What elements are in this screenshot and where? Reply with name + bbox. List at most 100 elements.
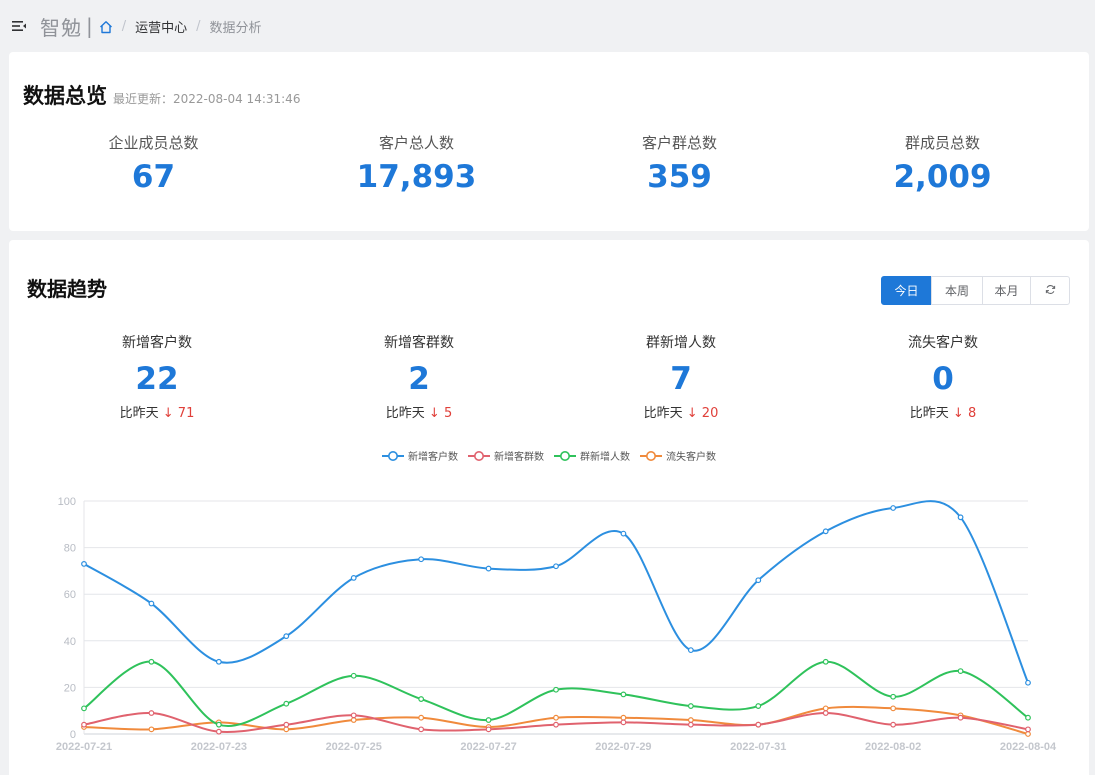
stat-customer-total: 客户总人数 17,893: [285, 132, 548, 195]
data-point: [418, 556, 425, 563]
breadcrumb-data-analysis: 数据分析: [209, 20, 262, 36]
data-point: [418, 714, 425, 721]
data-point: [1025, 714, 1031, 721]
period-selector: 今日 本周 本月: [881, 276, 1070, 305]
trend-stat-value: 2: [408, 361, 430, 397]
period-month-button[interactable]: 本月: [982, 276, 1031, 305]
breadcrumb-separator: /: [196, 18, 201, 34]
data-point: [957, 714, 964, 721]
home-icon[interactable]: [99, 19, 113, 34]
data-point: [350, 717, 357, 723]
data-point: [485, 717, 492, 723]
data-point: [755, 721, 762, 728]
data-point: [553, 721, 559, 728]
data-point: [890, 705, 897, 712]
data-point: [620, 714, 627, 721]
data-point: [890, 693, 897, 700]
brand-separator: |: [86, 14, 93, 38]
x-tick-label: 2022-08-02: [865, 741, 921, 753]
overview-card: 数据总览 最近更新：2022-08-04 14:31:46 企业成员总数 67 …: [9, 52, 1089, 231]
trend-stats: 新增客户数 22 比昨天 ↓ 71 新增客群数 2 比昨天 ↓ 5 群新增人数 …: [9, 332, 1089, 421]
trend-stat-group-new-members: 群新增人数 7 比昨天 ↓ 20: [550, 332, 812, 421]
data-point: [485, 726, 492, 733]
compare-label: 比昨天: [119, 406, 159, 421]
data-point: [485, 565, 492, 572]
stat-value: 17,893: [356, 159, 477, 195]
last-update-label: 最近更新：2022-08-04 14:31:46: [113, 92, 301, 106]
data-point: [1025, 731, 1031, 737]
data-point: [350, 574, 357, 581]
data-point: [620, 691, 627, 698]
series-line: [83, 500, 1029, 684]
data-point: [283, 633, 290, 640]
legend-marker-icon: [382, 450, 404, 461]
refresh-icon: [1045, 284, 1056, 298]
stat-label: 客户群总数: [641, 134, 717, 152]
compare-label: 比昨天: [643, 406, 683, 421]
y-tick-label: 0: [70, 729, 76, 741]
legend-item[interactable]: 群新增人数: [554, 448, 630, 463]
compare-delta: ↓ 5: [428, 406, 453, 421]
trend-stat-compare: 比昨天 ↓ 71: [26, 402, 288, 421]
data-point: [350, 712, 357, 719]
data-point: [822, 705, 829, 712]
x-tick-label: 2022-08-04: [1000, 741, 1057, 753]
menu-fold-icon[interactable]: [11, 18, 27, 34]
data-point: [215, 658, 222, 665]
overview-header: 数据总览 最近更新：2022-08-04 14:31:46: [23, 80, 300, 110]
trend-stat-label: 流失客户数: [908, 335, 978, 351]
period-today-button[interactable]: 今日: [881, 276, 932, 305]
data-point: [1025, 679, 1031, 686]
stat-member-total: 企业成员总数 67: [22, 132, 285, 195]
data-point: [283, 726, 290, 733]
data-point: [81, 721, 87, 728]
data-point: [418, 696, 425, 702]
stat-label: 群成员总数: [904, 134, 980, 152]
stat-group-total: 客户群总数 359: [548, 132, 811, 195]
trend-stat-compare: 比昨天 ↓ 8: [812, 402, 1074, 421]
trend-stat-value: 7: [670, 361, 692, 397]
breadcrumb-operations[interactable]: 运营中心: [135, 20, 188, 36]
data-point: [553, 563, 559, 570]
data-point: [350, 672, 357, 679]
legend-item[interactable]: 流失客户数: [640, 448, 716, 463]
data-point: [620, 719, 627, 726]
legend-label: 新增客群数: [494, 452, 544, 463]
data-point: [148, 658, 155, 665]
trend-card: 数据趋势 今日 本周 本月 新增客户数 22 比昨天 ↓ 71 新增客群数 2: [9, 240, 1089, 775]
legend-label: 流失客户数: [666, 452, 716, 463]
trend-line-chart: 0 20 40 60 80 100 2022-07-21 2022-07-23 2022-07-…: [56, 496, 1057, 753]
data-point: [822, 710, 829, 716]
data-point: [553, 686, 559, 693]
legend-label: 新增客户数: [408, 452, 458, 463]
data-point: [215, 721, 222, 728]
data-point: [148, 726, 155, 733]
data-point: [620, 530, 627, 537]
x-tick-label: 2022-07-31: [730, 741, 786, 753]
data-point: [755, 577, 762, 584]
legend-item[interactable]: 新增客群数: [468, 448, 544, 463]
stat-label: 客户总人数: [378, 134, 454, 152]
x-tick-label: 2022-07-29: [595, 741, 651, 753]
x-tick-label: 2022-07-25: [326, 741, 382, 753]
data-point: [215, 728, 222, 735]
data-point: [822, 528, 829, 535]
data-point: [957, 514, 964, 521]
compare-delta: ↓ 20: [686, 406, 719, 421]
refresh-button[interactable]: [1030, 276, 1070, 305]
trend-stat-lost-customers: 流失客户数 0 比昨天 ↓ 8: [812, 332, 1074, 421]
data-point: [283, 700, 290, 707]
trend-stat-label: 新增客群数: [384, 335, 454, 351]
data-point: [148, 710, 155, 716]
y-tick-label: 20: [64, 682, 76, 694]
trend-stat-value: 0: [932, 361, 954, 397]
x-tick-label: 2022-07-23: [191, 741, 247, 753]
compare-delta: ↓ 71: [162, 406, 195, 421]
compare-delta: ↓ 8: [952, 406, 977, 421]
y-tick-label: 80: [64, 543, 76, 555]
legend-marker-icon: [640, 450, 662, 461]
stat-value: 359: [647, 159, 712, 195]
data-point: [81, 705, 87, 712]
legend-item[interactable]: 新增客户数: [382, 448, 458, 463]
stat-label: 企业成员总数: [108, 134, 199, 152]
